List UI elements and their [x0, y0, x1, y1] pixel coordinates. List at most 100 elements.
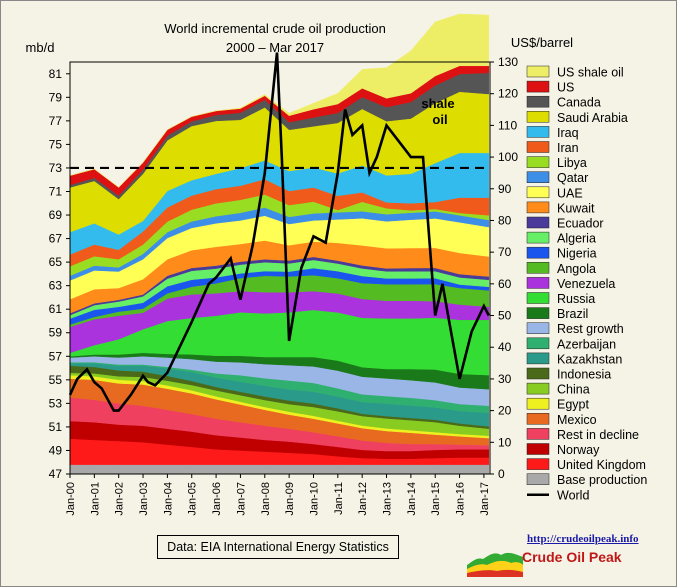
legend-label: Venezuela: [557, 277, 615, 291]
source-note: Data: EIA International Energy Statistic…: [157, 535, 399, 559]
y2-axis-ticks: 0 10 20 30 40 50 60 70 80 90 100 110 120 130: [490, 55, 518, 481]
x-tick-label: Jan-12: [357, 482, 369, 516]
legend-label: Algeria: [557, 232, 596, 246]
legend-label: Kuwait: [557, 201, 595, 215]
x-tick-label: Jan-08: [260, 482, 272, 516]
y-tick-label: 55: [49, 373, 63, 387]
legend-swatch: [526, 231, 550, 244]
legend-swatch: [526, 141, 550, 153]
legend-swatch: [526, 352, 550, 365]
legend-swatch: [526, 337, 550, 350]
legend-label: Indonesia: [557, 368, 611, 382]
legend-label: China: [557, 383, 590, 397]
legend-swatch: [526, 65, 550, 78]
area-us-shale-oil: [69, 13, 490, 188]
legend-label: Ecuador: [557, 217, 604, 231]
y2-axis-label: US$/barrel: [511, 35, 573, 50]
legend-label: United Kingdom: [557, 458, 646, 472]
legend-swatch: [526, 277, 550, 289]
legend-swatch: [526, 262, 550, 274]
y-axis-label: mb/d: [26, 40, 55, 55]
legend-swatch: [526, 307, 550, 319]
y2-tick-label: 40: [498, 340, 512, 354]
legend-swatch: [526, 292, 550, 304]
legend-label: Iran: [557, 141, 579, 155]
legend-swatch: [526, 201, 550, 214]
legend-label: Brazil: [557, 307, 588, 321]
stacked-areas: [69, 13, 490, 475]
legend-swatch: [526, 473, 550, 485]
annotation-oil: oil: [432, 112, 447, 127]
x-tick-label: Jan-06: [211, 482, 223, 516]
x-tick-label: Jan-01: [89, 482, 101, 516]
y2-tick-label: 60: [498, 277, 512, 291]
legend-label: Rest growth: [557, 322, 624, 336]
logo-url-link[interactable]: http://crudeoilpeak.info: [527, 533, 639, 545]
y2-tick-label: 10: [498, 435, 512, 449]
x-tick-label: Jan-16: [455, 482, 467, 516]
world-price-line: [68, 52, 490, 412]
logo-name: Crude Oil Peak: [522, 549, 622, 565]
legend-swatch: [526, 126, 550, 138]
y-tick-label: 75: [49, 137, 63, 151]
x-tick-label: Jan-07: [235, 482, 247, 516]
legend-label: Angola: [557, 262, 596, 276]
x-tick-label: Jan-09: [284, 482, 296, 516]
x-tick-label: Jan-14: [406, 482, 418, 516]
legend-swatch: [526, 216, 550, 229]
legend-label: Rest in decline: [557, 428, 639, 442]
x-tick-label: Jan-15: [430, 482, 442, 516]
x-tick-label: Jan-00: [65, 482, 77, 516]
x-tick-label: Jan-04: [162, 482, 174, 516]
plot-border: [69, 61, 491, 475]
legend-label: Norway: [557, 443, 600, 457]
legend-swatch: [526, 397, 550, 410]
y-tick-label: 77: [49, 114, 63, 128]
y2-tick-label: 120: [498, 87, 518, 101]
chart-subtitle: 2000 – Mar 2017: [226, 40, 324, 55]
y2-tick-label: 50: [498, 309, 512, 323]
legend-label: Qatar: [557, 171, 588, 185]
y-tick-label: 53: [49, 396, 63, 410]
y-axis-ticks: 47 49 51 53 55 57 59 61 63 65 67 69 71 73 75 77 79 81: [49, 67, 70, 481]
legend-swatch: [526, 156, 550, 168]
crude-oil-peak-logo[interactable]: http://crudeoilpeak.info Crude Oil Peak: [467, 533, 667, 581]
x-tick-label: Jan-05: [187, 482, 199, 516]
y2-tick-label: 100: [498, 150, 518, 164]
y-tick-label: 65: [49, 255, 63, 269]
legend-swatch: [526, 428, 550, 440]
legend-swatch: [526, 443, 550, 455]
legend-label: Azerbaijan: [557, 337, 616, 351]
legend-label: Iraq: [557, 126, 579, 140]
legend-label: World: [557, 488, 589, 502]
area-base-production: [69, 464, 490, 475]
legend-swatch: [526, 413, 550, 425]
legend-swatch: [526, 367, 550, 380]
y-tick-label: 67: [49, 232, 63, 246]
y-tick-label: 73: [49, 161, 63, 175]
y2-tick-label: 0: [498, 467, 505, 481]
legend-swatch: [526, 95, 550, 108]
y-tick-label: 61: [49, 302, 63, 316]
x-axis-ticks: Jan-00 Jan-01 Jan-02 Jan-03 Jan-04 Jan-05 Jan-…: [65, 474, 491, 516]
y2-tick-label: 30: [498, 372, 512, 386]
legend-label: Russia: [557, 292, 595, 306]
y2-tick-label: 20: [498, 404, 512, 418]
y-tick-label: 79: [49, 90, 63, 104]
x-tick-label: Jan-17: [479, 482, 491, 516]
legend-swatch: [526, 458, 550, 470]
y2-tick-label: 110: [498, 118, 517, 132]
legend-label: Mexico: [557, 413, 597, 427]
legend-swatch: [526, 246, 550, 259]
x-tick-label: Jan-13: [382, 482, 394, 516]
legend-label: Egypt: [557, 398, 589, 412]
legend-label: Canada: [557, 96, 601, 110]
legend-label: Nigeria: [557, 247, 597, 261]
chart-title: World incremental crude oil production: [164, 21, 386, 36]
x-tick-label: Jan-02: [114, 482, 126, 516]
y-tick-label: 81: [49, 67, 63, 81]
y-tick-label: 49: [49, 443, 63, 457]
legend-swatch: [526, 111, 550, 123]
